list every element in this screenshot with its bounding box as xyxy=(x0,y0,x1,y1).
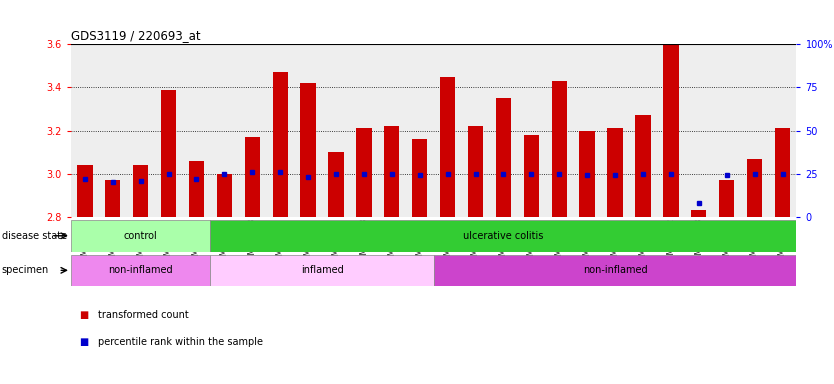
Bar xyxy=(133,165,148,217)
Text: transformed count: transformed count xyxy=(98,310,188,320)
Text: non-inflamed: non-inflamed xyxy=(583,265,647,275)
Bar xyxy=(273,72,288,217)
Bar xyxy=(71,255,210,286)
Bar xyxy=(71,220,210,252)
Bar xyxy=(188,161,204,217)
Bar xyxy=(524,135,539,217)
Text: GDS3119 / 220693_at: GDS3119 / 220693_at xyxy=(71,28,200,41)
Bar xyxy=(412,139,427,217)
Bar xyxy=(551,81,567,217)
Bar xyxy=(300,83,316,217)
Bar xyxy=(607,128,623,217)
Bar xyxy=(719,180,735,217)
Bar xyxy=(434,255,796,286)
Text: specimen: specimen xyxy=(2,265,49,275)
Bar xyxy=(210,255,434,286)
Bar xyxy=(78,165,93,217)
Bar xyxy=(210,220,796,252)
Text: percentile rank within the sample: percentile rank within the sample xyxy=(98,337,263,347)
Bar xyxy=(495,98,511,217)
Bar xyxy=(747,159,762,217)
Text: ulcerative colitis: ulcerative colitis xyxy=(463,231,544,241)
Bar xyxy=(161,89,176,217)
Text: ■: ■ xyxy=(79,337,88,347)
Bar xyxy=(356,128,372,217)
Text: non-inflamed: non-inflamed xyxy=(108,265,173,275)
Bar xyxy=(440,76,455,217)
Text: control: control xyxy=(123,231,158,241)
Bar xyxy=(775,128,790,217)
Bar xyxy=(636,116,651,217)
Bar xyxy=(663,44,679,217)
Text: ■: ■ xyxy=(79,310,88,320)
Bar xyxy=(329,152,344,217)
Bar xyxy=(384,126,399,217)
Bar xyxy=(244,137,260,217)
Bar xyxy=(691,210,706,217)
Bar xyxy=(580,131,595,217)
Bar xyxy=(468,126,483,217)
Bar xyxy=(105,180,120,217)
Text: disease state: disease state xyxy=(2,231,67,241)
Text: inflamed: inflamed xyxy=(301,265,344,275)
Bar xyxy=(217,174,232,217)
